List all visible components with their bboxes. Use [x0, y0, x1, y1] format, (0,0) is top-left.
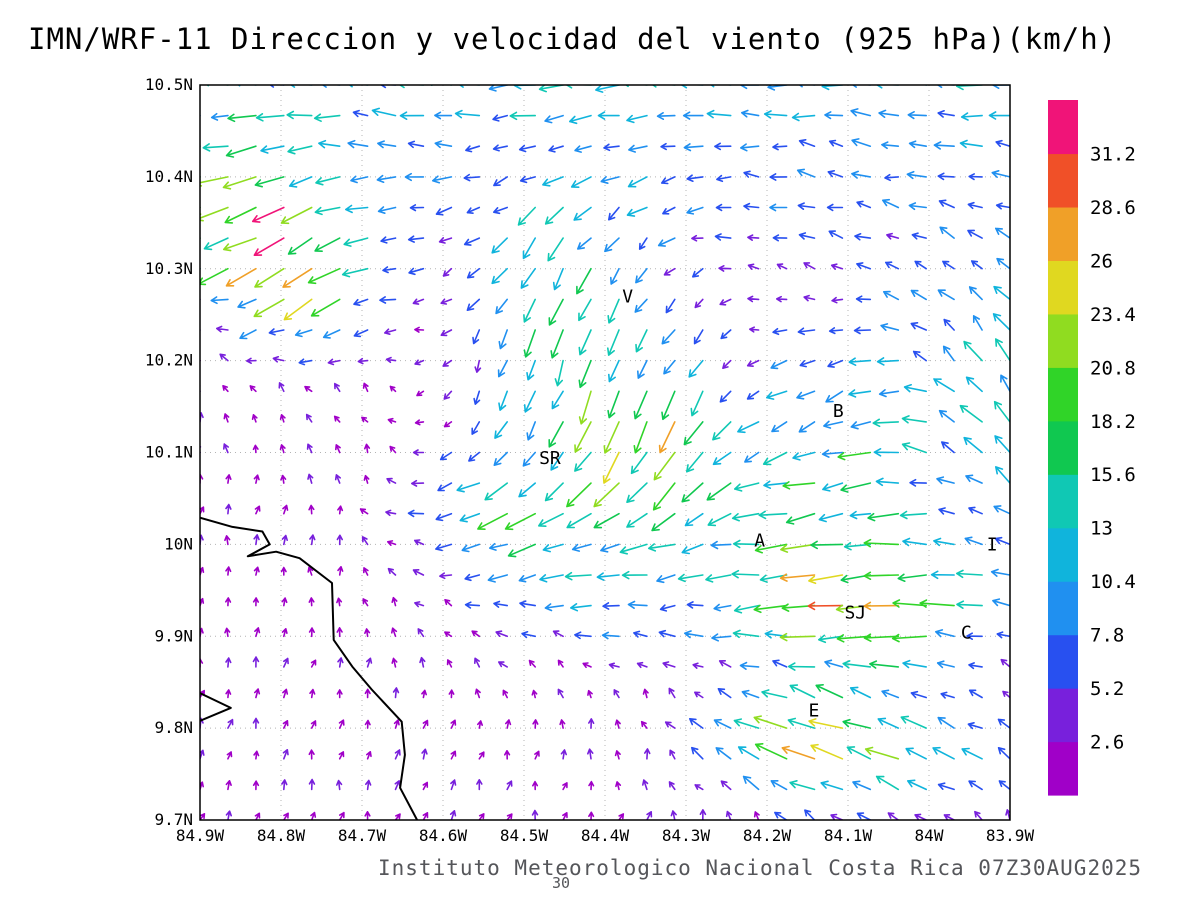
chart-footer: Instituto Meteorologico Nacional Costa R… — [378, 856, 1143, 880]
svg-text:10.2N: 10.2N — [145, 351, 193, 370]
svg-text:V: V — [622, 286, 633, 307]
svg-text:23.4: 23.4 — [1090, 304, 1136, 326]
svg-text:7.8: 7.8 — [1090, 625, 1124, 647]
svg-text:26: 26 — [1090, 250, 1113, 272]
svg-text:B: B — [833, 401, 844, 422]
svg-text:84.8W: 84.8W — [257, 826, 306, 845]
svg-text:A: A — [754, 531, 765, 552]
svg-text:I: I — [987, 534, 998, 555]
svg-text:SR: SR — [539, 448, 561, 469]
svg-text:SJ: SJ — [844, 602, 866, 623]
svg-text:15.6: 15.6 — [1090, 464, 1136, 486]
svg-text:28.6: 28.6 — [1090, 197, 1136, 219]
svg-text:5.2: 5.2 — [1090, 678, 1124, 700]
chart-footnote: 30 — [552, 874, 571, 892]
svg-text:E: E — [809, 701, 820, 722]
svg-text:13: 13 — [1090, 518, 1113, 540]
svg-text:18.2: 18.2 — [1090, 411, 1136, 433]
svg-text:10.4: 10.4 — [1090, 571, 1136, 593]
chart-title: IMN/WRF-11 Direccion y velocidad del vie… — [28, 22, 1118, 56]
svg-text:84W: 84W — [915, 826, 944, 845]
svg-text:10.4N: 10.4N — [145, 167, 193, 186]
svg-text:84.9W: 84.9W — [176, 826, 225, 845]
svg-text:9.8N: 9.8N — [154, 718, 193, 737]
svg-text:10N: 10N — [164, 534, 193, 553]
svg-text:84.3W: 84.3W — [662, 826, 711, 845]
svg-text:84.2W: 84.2W — [743, 826, 792, 845]
svg-text:31.2: 31.2 — [1090, 143, 1136, 165]
svg-text:2.6: 2.6 — [1090, 732, 1124, 754]
svg-text:9.7N: 9.7N — [154, 810, 193, 829]
svg-text:10.1N: 10.1N — [145, 443, 193, 462]
svg-text:84.7W: 84.7W — [338, 826, 387, 845]
svg-text:9.9N: 9.9N — [154, 626, 193, 645]
svg-text:83.9W: 83.9W — [986, 826, 1035, 845]
svg-text:84.1W: 84.1W — [824, 826, 873, 845]
svg-text:84.6W: 84.6W — [419, 826, 468, 845]
svg-text:10.3N: 10.3N — [145, 259, 193, 278]
svg-text:84.5W: 84.5W — [500, 826, 549, 845]
svg-text:C: C — [961, 623, 972, 644]
svg-text:84.4W: 84.4W — [581, 826, 630, 845]
svg-text:20.8: 20.8 — [1090, 357, 1136, 379]
svg-text:10.5N: 10.5N — [145, 75, 193, 94]
